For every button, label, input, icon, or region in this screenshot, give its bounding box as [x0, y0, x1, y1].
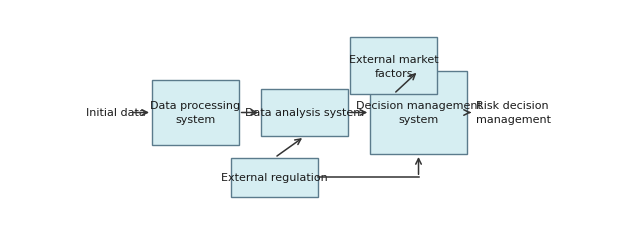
Text: Decision management
system: Decision management system: [356, 101, 481, 125]
Text: External market
factors: External market factors: [349, 54, 438, 78]
Text: External regulation: External regulation: [221, 172, 328, 182]
Text: Data analysis system: Data analysis system: [245, 108, 364, 118]
FancyBboxPatch shape: [231, 158, 318, 197]
FancyBboxPatch shape: [261, 89, 348, 137]
FancyBboxPatch shape: [370, 71, 467, 154]
FancyBboxPatch shape: [350, 38, 437, 95]
FancyBboxPatch shape: [152, 80, 239, 146]
Text: Risk decision
management: Risk decision management: [476, 101, 551, 125]
Text: Initial data: Initial data: [86, 108, 146, 118]
Text: Data processing
system: Data processing system: [150, 101, 241, 125]
